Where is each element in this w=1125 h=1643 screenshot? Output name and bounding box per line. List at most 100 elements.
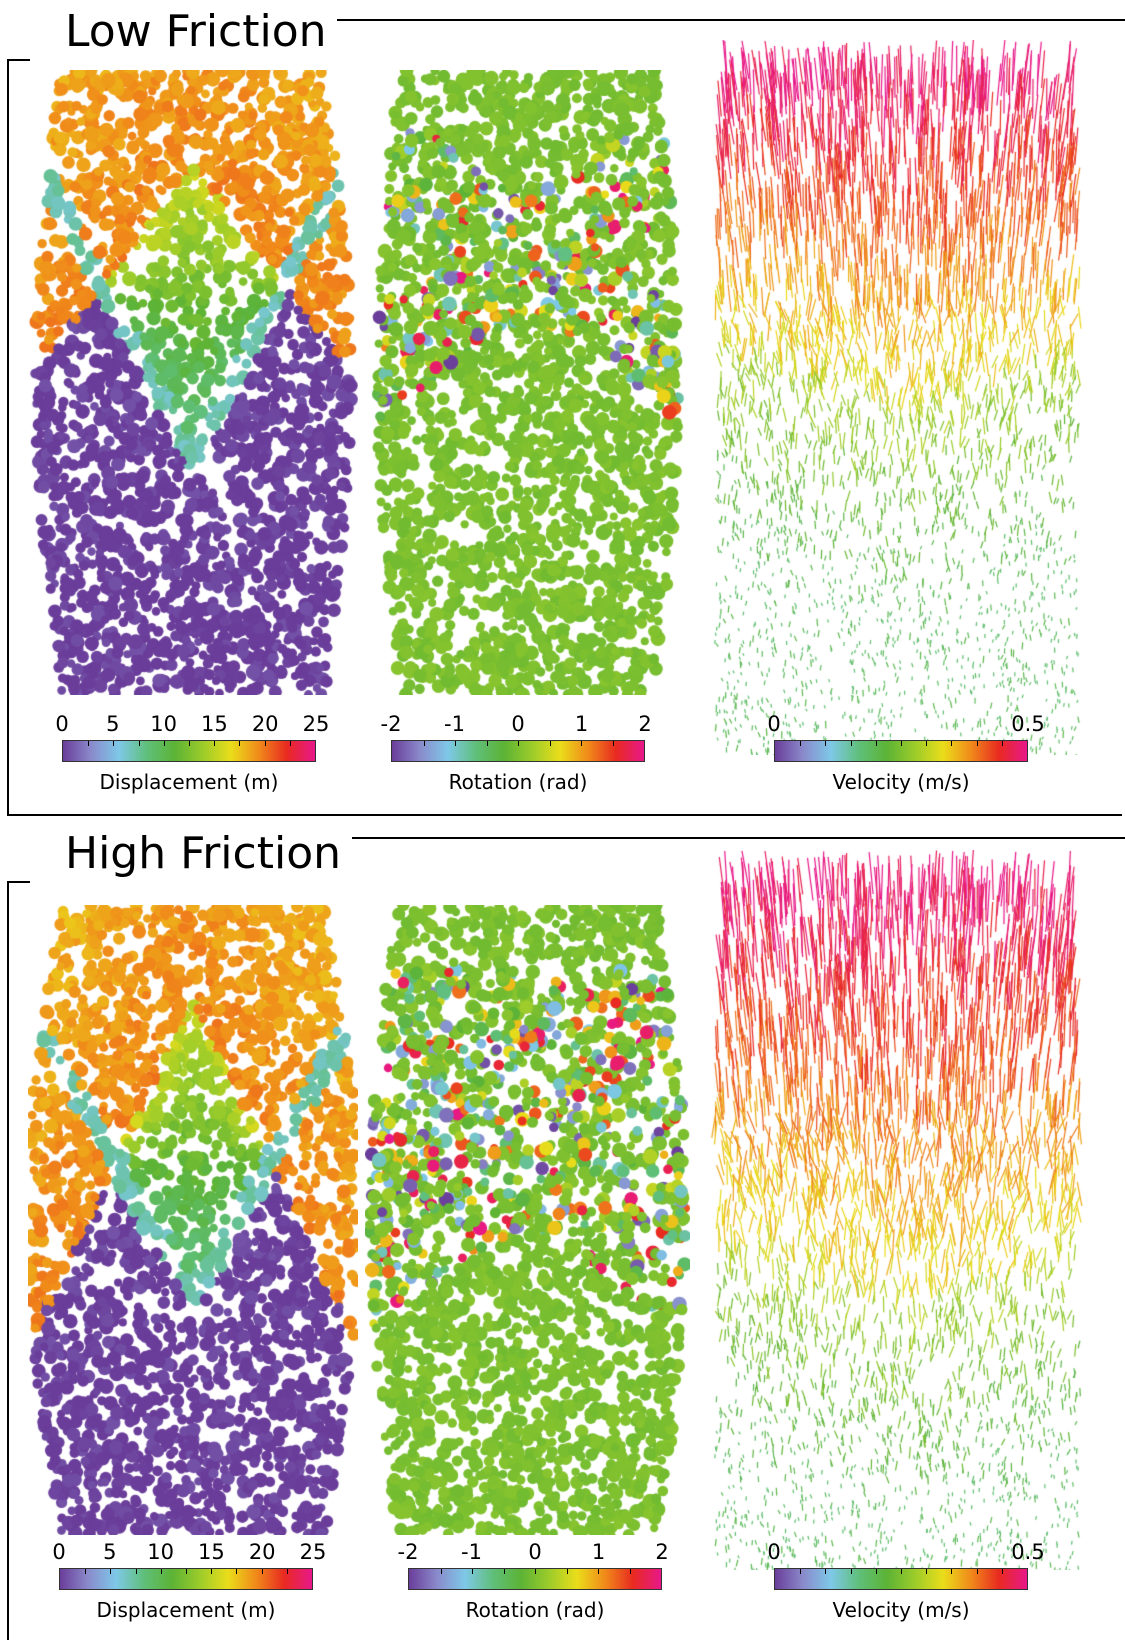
colorbar-gradient <box>774 740 1028 762</box>
colorbar-tick-label: -2 <box>380 712 402 736</box>
colorbar-tick-label: 25 <box>302 712 330 736</box>
colorbar-gradient <box>408 1568 662 1590</box>
displacement-field-low-friction <box>28 70 358 695</box>
colorbar-minor-tick <box>264 741 266 746</box>
displacement-colorbar-high-friction: 0 5 10 15 20 25 Displacement (m) <box>52 1540 326 1626</box>
rotation-colorbar-high-friction: -2 -1 0 1 2 Rotation (rad) <box>398 1540 669 1626</box>
colorbar-tick-label: 1 <box>574 712 589 736</box>
colorbar-minor-tick <box>901 741 902 746</box>
colorbar-minor-tick <box>612 741 614 746</box>
colorbar-ticks: 0 0.5 <box>767 1540 1044 1564</box>
colorbar-label: Rotation (rad) <box>465 1598 605 1622</box>
colorbar-gradient <box>62 740 316 762</box>
panel-title-high-friction: High Friction <box>55 832 352 876</box>
colorbar-minor-tick <box>189 741 190 746</box>
colorbar-minor-tick <box>236 1569 238 1574</box>
colorbar-minor-tick <box>875 741 877 746</box>
colorbar-label: Velocity (m/s) <box>832 1598 970 1622</box>
velocity-field-low-friction <box>695 40 1120 755</box>
colorbar-minor-tick <box>535 1569 536 1574</box>
colorbar-tick-label: -1 <box>444 712 465 736</box>
colorbar-minor-tick <box>926 741 928 746</box>
colorbar-minor-tick <box>214 741 216 746</box>
colorbar-minor-tick <box>518 741 519 746</box>
colorbar-tick-label: 2 <box>655 1540 669 1564</box>
colorbar-tick-label: 0 <box>767 1540 781 1564</box>
colorbar-label: Displacement (m) <box>99 770 279 794</box>
colorbar-tick-label: 20 <box>251 712 279 736</box>
panel-title-low-friction: Low Friction <box>55 10 337 54</box>
colorbar-minor-tick <box>1001 741 1003 746</box>
rotation-field-low-friction <box>368 70 688 695</box>
colorbar-minor-tick <box>239 741 241 746</box>
colorbar-minor-tick <box>486 741 488 746</box>
colorbar-label: Displacement (m) <box>96 1598 276 1622</box>
colorbar-minor-tick <box>901 1569 902 1574</box>
displacement-field-high-friction <box>28 905 358 1535</box>
velocity-colorbar-high-friction: 0 0.5 Velocity (m/s) <box>767 1540 1044 1626</box>
panel-frame-high-friction <box>7 837 1125 1640</box>
colorbar-minor-tick <box>850 741 852 746</box>
colorbar-minor-tick <box>261 1569 263 1574</box>
colorbar-minor-tick <box>211 1569 213 1574</box>
colorbar-tick-label: 5 <box>106 712 120 736</box>
colorbar-tick-label: 10 <box>147 1540 174 1564</box>
colorbar-tick-label: 5 <box>103 1540 117 1564</box>
colorbar-tick-label: -1 <box>461 1540 482 1564</box>
velocity-field-high-friction <box>695 850 1120 1570</box>
colorbar-tick-label: 0 <box>528 1540 542 1564</box>
colorbar-minor-tick <box>566 1569 568 1574</box>
colorbar-minor-tick <box>1001 1569 1003 1574</box>
colorbar-ticks: 0 5 10 15 20 25 <box>52 1540 326 1564</box>
colorbar-tick-label: 0 <box>511 712 525 736</box>
colorbar-ticks: 0 0.5 <box>767 712 1044 736</box>
colorbar-tick-label: 10 <box>150 712 177 736</box>
colorbar-gradient <box>59 1568 313 1590</box>
colorbar-minor-tick <box>85 1569 87 1574</box>
colorbar-minor-tick <box>503 1569 505 1574</box>
colorbar-tick-label: 0 <box>52 1540 66 1564</box>
colorbar-tick-label: -2 <box>397 1540 419 1564</box>
colorbar-minor-tick <box>88 741 90 746</box>
panel-frame-low-friction <box>7 19 1125 816</box>
colorbar-tick-label: 15 <box>198 1540 225 1564</box>
colorbar-gradient <box>774 1568 1028 1590</box>
colorbar-tick-label: 0.5 <box>1011 1540 1045 1564</box>
colorbar-minor-tick <box>138 741 140 746</box>
colorbar-minor-tick <box>875 1569 877 1574</box>
colorbar-minor-tick <box>163 741 165 746</box>
colorbar-minor-tick <box>976 1569 978 1574</box>
colorbar-minor-tick <box>951 1569 953 1574</box>
colorbar-tick-label: 2 <box>638 712 652 736</box>
colorbar-tick-label: 0 <box>767 712 781 736</box>
colorbar-minor-tick <box>825 741 827 746</box>
colorbar-tick-label: 25 <box>299 1540 327 1564</box>
colorbar-minor-tick <box>549 741 551 746</box>
colorbar-tick-label: 0.5 <box>1011 712 1045 736</box>
colorbar-minor-tick <box>825 1569 827 1574</box>
colorbar-minor-tick <box>581 741 582 746</box>
colorbar-minor-tick <box>286 1569 288 1574</box>
colorbar-minor-tick <box>800 741 802 746</box>
colorbar-minor-tick <box>289 741 291 746</box>
velocity-colorbar-low-friction: 0 0.5 Velocity (m/s) <box>767 712 1044 798</box>
colorbar-minor-tick <box>800 1569 802 1574</box>
colorbar-tick-label: 1 <box>591 1540 606 1564</box>
colorbar-minor-tick <box>113 741 115 746</box>
colorbar-minor-tick <box>135 1569 137 1574</box>
colorbar-minor-tick <box>598 1569 599 1574</box>
colorbar-minor-tick <box>976 741 978 746</box>
colorbar-tick-label: 0 <box>55 712 69 736</box>
colorbar-minor-tick <box>423 741 425 746</box>
rotation-field-high-friction <box>365 905 690 1535</box>
colorbar-minor-tick <box>160 1569 162 1574</box>
colorbar-minor-tick <box>186 1569 187 1574</box>
colorbar-minor-tick <box>472 1569 473 1574</box>
colorbar-ticks: 0 5 10 15 20 25 <box>55 712 329 736</box>
colorbar-ticks: -2 -1 0 1 2 <box>381 712 652 736</box>
colorbar-minor-tick <box>629 1569 631 1574</box>
colorbar-tick-label: 20 <box>248 1540 276 1564</box>
colorbar-minor-tick <box>440 1569 442 1574</box>
colorbar-minor-tick <box>951 741 953 746</box>
colorbar-label: Velocity (m/s) <box>832 770 970 794</box>
